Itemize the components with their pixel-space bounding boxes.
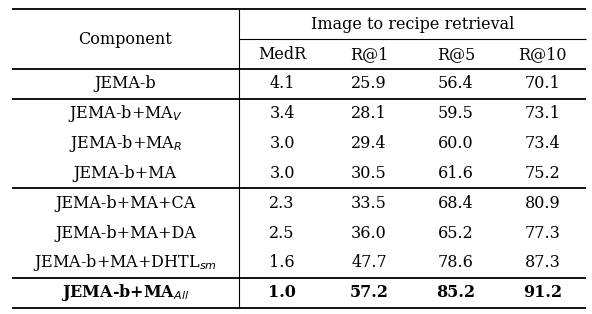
Text: 73.4: 73.4: [525, 135, 561, 152]
Text: 33.5: 33.5: [351, 195, 387, 212]
Text: R@1: R@1: [350, 46, 388, 63]
Text: 3.0: 3.0: [269, 135, 295, 152]
Text: 65.2: 65.2: [438, 225, 474, 242]
Text: 77.3: 77.3: [525, 225, 561, 242]
Text: 1.0: 1.0: [268, 284, 296, 301]
Text: JEMA-b+MA$_{R}$: JEMA-b+MA$_{R}$: [69, 133, 182, 154]
Text: JEMA-b+MA: JEMA-b+MA: [74, 165, 177, 182]
Text: 1.6: 1.6: [269, 254, 295, 272]
Text: 60.0: 60.0: [438, 135, 474, 152]
Text: 73.1: 73.1: [525, 105, 561, 122]
Text: 30.5: 30.5: [351, 165, 387, 182]
Text: 2.3: 2.3: [269, 195, 295, 212]
Text: Component: Component: [78, 31, 172, 48]
Text: 25.9: 25.9: [351, 75, 387, 93]
Text: 28.1: 28.1: [351, 105, 387, 122]
Text: JEMA-b+MA+DA: JEMA-b+MA+DA: [55, 225, 195, 242]
Text: 61.6: 61.6: [438, 165, 474, 182]
Text: 68.4: 68.4: [438, 195, 474, 212]
Text: MedR: MedR: [258, 46, 306, 63]
Text: 3.0: 3.0: [269, 165, 295, 182]
Text: R@5: R@5: [437, 46, 475, 63]
Text: Image to recipe retrieval: Image to recipe retrieval: [311, 16, 514, 33]
Text: 47.7: 47.7: [351, 254, 387, 272]
Text: JEMA-b+MA+CA: JEMA-b+MA+CA: [55, 195, 195, 212]
Text: 29.4: 29.4: [351, 135, 387, 152]
Text: 85.2: 85.2: [436, 284, 475, 301]
Text: JEMA-b+MA$_{All}$: JEMA-b+MA$_{All}$: [61, 282, 189, 303]
Text: 36.0: 36.0: [351, 225, 387, 242]
Text: 56.4: 56.4: [438, 75, 474, 93]
Text: 75.2: 75.2: [525, 165, 561, 182]
Text: R@10: R@10: [519, 46, 567, 63]
Text: 80.9: 80.9: [525, 195, 561, 212]
Text: JEMA-b+MA$_{V}$: JEMA-b+MA$_{V}$: [68, 103, 183, 124]
Text: 2.5: 2.5: [269, 225, 295, 242]
Text: JEMA-b+MA+DHTL$_{sm}$: JEMA-b+MA+DHTL$_{sm}$: [33, 252, 217, 273]
Text: 57.2: 57.2: [349, 284, 388, 301]
Text: 91.2: 91.2: [523, 284, 562, 301]
Text: 59.5: 59.5: [438, 105, 474, 122]
Text: 78.6: 78.6: [438, 254, 474, 272]
Text: 87.3: 87.3: [525, 254, 561, 272]
Text: JEMA-b: JEMA-b: [95, 75, 156, 93]
Text: 70.1: 70.1: [525, 75, 561, 93]
Text: 3.4: 3.4: [269, 105, 295, 122]
Text: 4.1: 4.1: [269, 75, 295, 93]
